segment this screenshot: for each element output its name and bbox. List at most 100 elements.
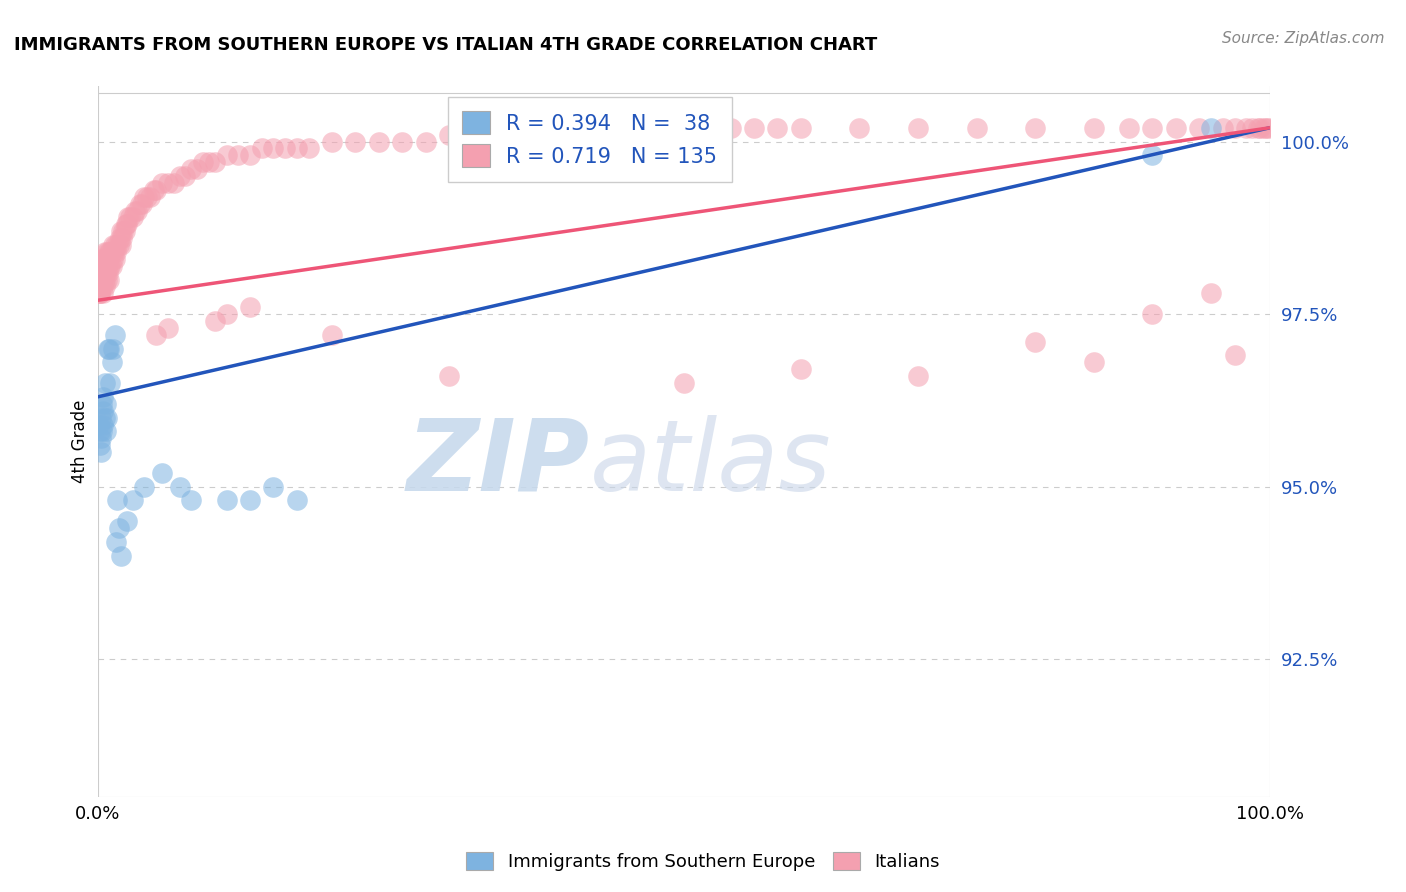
Point bbox=[94, 425, 117, 439]
Point bbox=[91, 397, 114, 411]
Point bbox=[100, 355, 122, 369]
Point bbox=[437, 128, 460, 142]
Point bbox=[1247, 120, 1270, 135]
Point bbox=[87, 286, 110, 301]
Point bbox=[101, 238, 124, 252]
Point bbox=[103, 244, 125, 259]
Point bbox=[1024, 120, 1046, 135]
Point bbox=[93, 376, 115, 390]
Point bbox=[96, 259, 118, 273]
Point bbox=[100, 244, 122, 259]
Point bbox=[215, 307, 238, 321]
Point bbox=[186, 162, 208, 177]
Point bbox=[602, 128, 624, 142]
Point bbox=[262, 480, 284, 494]
Point bbox=[90, 279, 112, 293]
Point bbox=[274, 141, 297, 155]
Point bbox=[100, 376, 122, 390]
Point bbox=[93, 403, 115, 417]
Point bbox=[90, 252, 112, 266]
Point bbox=[105, 534, 128, 549]
Point bbox=[131, 196, 153, 211]
Point bbox=[367, 135, 389, 149]
Point bbox=[96, 244, 118, 259]
Point bbox=[117, 211, 139, 225]
Point bbox=[1188, 120, 1211, 135]
Text: Source: ZipAtlas.com: Source: ZipAtlas.com bbox=[1222, 31, 1385, 46]
Point bbox=[150, 466, 173, 480]
Point bbox=[107, 493, 129, 508]
Point bbox=[94, 397, 117, 411]
Point bbox=[108, 231, 131, 245]
Point bbox=[766, 120, 789, 135]
Point bbox=[111, 231, 134, 245]
Point bbox=[128, 196, 150, 211]
Point bbox=[226, 148, 249, 162]
Point bbox=[1164, 120, 1187, 135]
Point bbox=[1024, 334, 1046, 349]
Point bbox=[142, 183, 165, 197]
Point bbox=[415, 135, 437, 149]
Point bbox=[239, 300, 262, 314]
Point bbox=[112, 224, 135, 238]
Point bbox=[115, 514, 138, 528]
Point bbox=[672, 376, 695, 390]
Point bbox=[174, 169, 197, 183]
Point bbox=[97, 252, 120, 266]
Point bbox=[110, 238, 132, 252]
Point bbox=[1142, 148, 1164, 162]
Point bbox=[100, 244, 122, 259]
Point bbox=[96, 410, 118, 425]
Point bbox=[696, 120, 718, 135]
Point bbox=[104, 252, 127, 266]
Point bbox=[121, 493, 143, 508]
Point bbox=[93, 259, 115, 273]
Point bbox=[437, 369, 460, 384]
Point bbox=[191, 155, 214, 169]
Point bbox=[93, 244, 115, 259]
Point bbox=[262, 141, 284, 155]
Point bbox=[285, 493, 308, 508]
Point bbox=[135, 190, 157, 204]
Point bbox=[121, 211, 143, 225]
Point bbox=[89, 286, 111, 301]
Point bbox=[239, 493, 262, 508]
Point bbox=[93, 272, 115, 286]
Point bbox=[87, 417, 110, 432]
Point bbox=[90, 431, 112, 445]
Point bbox=[169, 169, 191, 183]
Point bbox=[145, 327, 167, 342]
Point bbox=[91, 272, 114, 286]
Point bbox=[180, 493, 202, 508]
Point bbox=[87, 272, 110, 286]
Point bbox=[101, 342, 124, 356]
Point bbox=[89, 425, 111, 439]
Point bbox=[626, 128, 648, 142]
Point bbox=[93, 279, 115, 293]
Point bbox=[91, 425, 114, 439]
Point bbox=[98, 259, 121, 273]
Point bbox=[485, 128, 508, 142]
Point bbox=[110, 224, 132, 238]
Point bbox=[98, 244, 121, 259]
Point bbox=[198, 155, 221, 169]
Point bbox=[163, 176, 186, 190]
Point bbox=[321, 327, 343, 342]
Point bbox=[91, 259, 114, 273]
Point bbox=[1118, 120, 1140, 135]
Point bbox=[89, 286, 111, 301]
Point bbox=[104, 327, 127, 342]
Point bbox=[1083, 355, 1105, 369]
Point bbox=[907, 369, 929, 384]
Point bbox=[124, 203, 146, 218]
Point bbox=[1223, 349, 1246, 363]
Point bbox=[100, 259, 122, 273]
Point bbox=[1142, 307, 1164, 321]
Point bbox=[1199, 120, 1222, 135]
Point bbox=[94, 266, 117, 280]
Point bbox=[391, 135, 413, 149]
Point bbox=[344, 135, 367, 149]
Point bbox=[1142, 120, 1164, 135]
Point bbox=[93, 252, 115, 266]
Point bbox=[93, 417, 115, 432]
